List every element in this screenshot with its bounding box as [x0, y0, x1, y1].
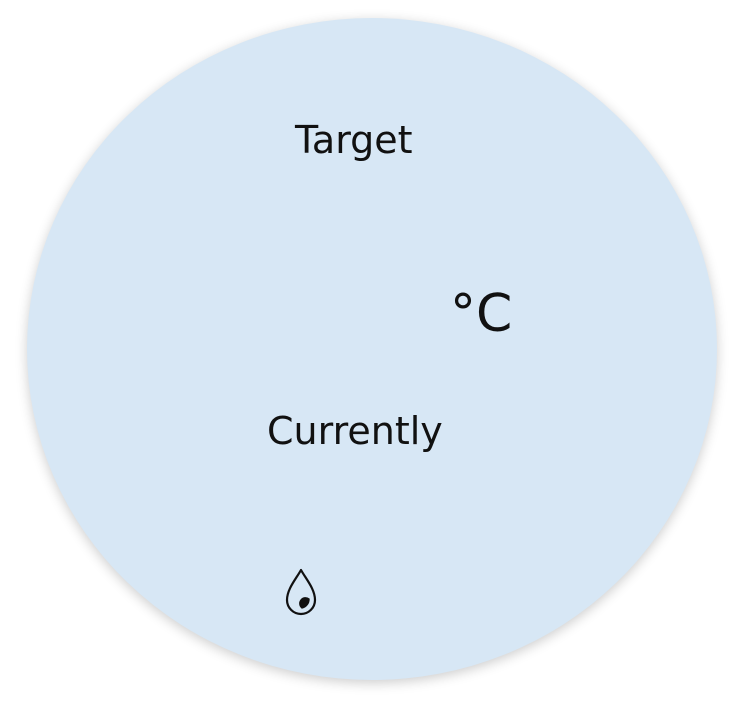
target-label: Target — [295, 118, 413, 162]
temperature-unit: °C — [450, 284, 513, 344]
water-drop-icon — [285, 568, 317, 616]
thermostat-dial[interactable] — [27, 18, 717, 680]
current-label: Currently — [267, 409, 443, 453]
